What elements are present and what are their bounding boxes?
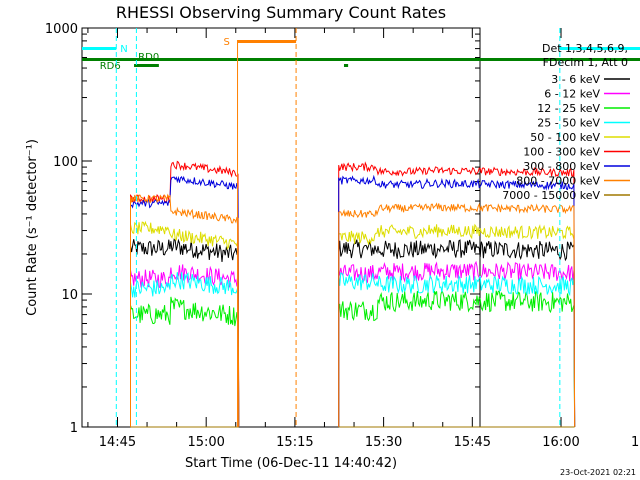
series-line	[338, 161, 576, 428]
night-bar	[82, 47, 117, 50]
y-tick-label: 100	[53, 155, 78, 170]
rd-bar	[82, 58, 640, 61]
series-line	[338, 174, 576, 428]
legend-entry-label: 6 - 12 keV	[544, 88, 600, 101]
x-tick-label: 15:30	[365, 435, 402, 450]
legend-header: FDecim 1, Att 0	[543, 56, 628, 69]
y-axis-label: Count Rate (s⁻¹ detector⁻¹)	[25, 139, 40, 316]
plot-border	[81, 27, 481, 428]
chart-title: RHESSI Observing Summary Count Rates	[116, 3, 446, 22]
series-line	[338, 260, 576, 428]
series-line	[338, 239, 576, 428]
legend-entry-label: 100 - 300 keV	[523, 146, 600, 159]
rd0-label: RD0	[138, 52, 159, 63]
legend-entry-label: 800 - 7000 keV	[516, 175, 600, 188]
x-tick-label: 14:45	[99, 435, 136, 450]
series-0	[130, 238, 576, 428]
series-line	[338, 223, 576, 428]
plot-frame	[81, 27, 481, 428]
x-axis-label: Start Time (06-Dec-11 14:40:42)	[185, 456, 397, 471]
x-axis: 14:45 15:00 15:15 15:30 15:45 16:00 16:15	[87, 28, 640, 450]
series-line	[130, 296, 240, 428]
series-line	[130, 264, 240, 428]
series-line	[338, 272, 576, 428]
legend-entry-label: 300 - 800 keV	[523, 160, 600, 173]
series-2	[130, 289, 576, 428]
x-tick-label: 16:00	[542, 435, 579, 450]
timestamp: 23-Oct-2021 02:21	[560, 468, 636, 477]
series-line	[130, 220, 240, 428]
legend-entry-label: 7000 - 15000 keV	[502, 189, 600, 202]
legend-entry-label: 3 - 6 keV	[551, 73, 600, 86]
rd6-label: RD6	[100, 61, 121, 72]
legend-entry-label: 25 - 50 keV	[537, 117, 600, 130]
rd6-bar	[134, 64, 159, 67]
x-tick-label: 15:45	[454, 435, 491, 450]
series-line	[130, 193, 240, 428]
series-4	[130, 220, 576, 428]
y-axis: 1 10 100 1000	[45, 22, 480, 436]
x-tick-label: 15:15	[276, 435, 313, 450]
legend: Det 1,3,4,5,6,9,FDecim 1, Att 0 3 - 6 keV…	[502, 42, 630, 202]
series-1	[130, 260, 576, 428]
saa-label: S	[224, 37, 230, 48]
series-7	[130, 193, 576, 428]
night-bar	[559, 47, 640, 50]
y-tick-label: 10	[61, 288, 78, 303]
annotation-layer: N S RD0 RD6	[82, 28, 640, 427]
series-line	[338, 202, 576, 428]
series-line	[130, 238, 240, 428]
legend-entry-label: 12 - 25 keV	[537, 102, 600, 115]
series-line	[130, 272, 240, 428]
legend-entry-label: 50 - 100 keV	[530, 131, 600, 144]
rd6-bar	[343, 64, 349, 67]
y-tick-label: 1000	[45, 22, 78, 37]
series-line	[338, 289, 576, 428]
night-label: N	[120, 44, 127, 55]
legend-header: Det 1,3,4,5,6,9,	[542, 42, 628, 55]
saa-bar	[237, 40, 297, 43]
series-3	[130, 272, 576, 428]
x-tick-label: 16:15	[631, 435, 640, 450]
series-layer	[130, 160, 576, 428]
x-tick-label: 15:00	[187, 435, 224, 450]
y-tick-label: 1	[70, 421, 78, 436]
